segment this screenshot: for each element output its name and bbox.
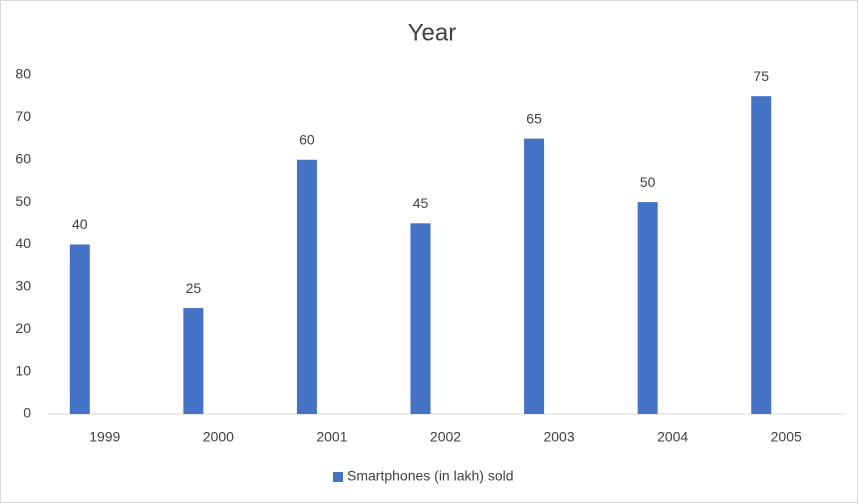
x-tick-label: 2001 (316, 429, 347, 445)
legend-swatch (333, 472, 343, 482)
data-label: 60 (299, 131, 315, 147)
legend-label: Smartphones (in lakh) sold (347, 468, 514, 484)
data-label: 25 (186, 280, 202, 296)
y-tick-label: 80 (15, 66, 31, 82)
data-label: 75 (753, 68, 769, 84)
y-tick-label: 60 (15, 150, 31, 166)
y-tick-label: 10 (15, 362, 31, 378)
bar (69, 244, 90, 414)
y-tick-label: 50 (15, 193, 31, 209)
bar (296, 159, 317, 414)
y-tick-label: 0 (23, 405, 31, 421)
bar (183, 308, 204, 414)
bar (637, 202, 658, 414)
x-tick-label: 2002 (430, 429, 461, 445)
bar (751, 96, 772, 414)
y-tick-label: 20 (15, 320, 31, 336)
x-tick-label: 2000 (203, 429, 234, 445)
data-label: 65 (526, 110, 542, 126)
x-tick-label: 2004 (657, 429, 688, 445)
chart-title: Year (408, 19, 457, 46)
bar (410, 223, 431, 414)
data-label: 50 (640, 174, 656, 190)
y-tick-label: 70 (15, 108, 31, 124)
y-tick-label: 40 (15, 235, 31, 251)
bar (524, 138, 545, 414)
data-label: 40 (72, 216, 88, 232)
x-tick-label: 1999 (89, 429, 120, 445)
y-tick-label: 30 (15, 278, 31, 294)
x-tick-label: 2005 (771, 429, 802, 445)
data-label: 45 (413, 195, 429, 211)
x-tick-label: 2003 (543, 429, 574, 445)
